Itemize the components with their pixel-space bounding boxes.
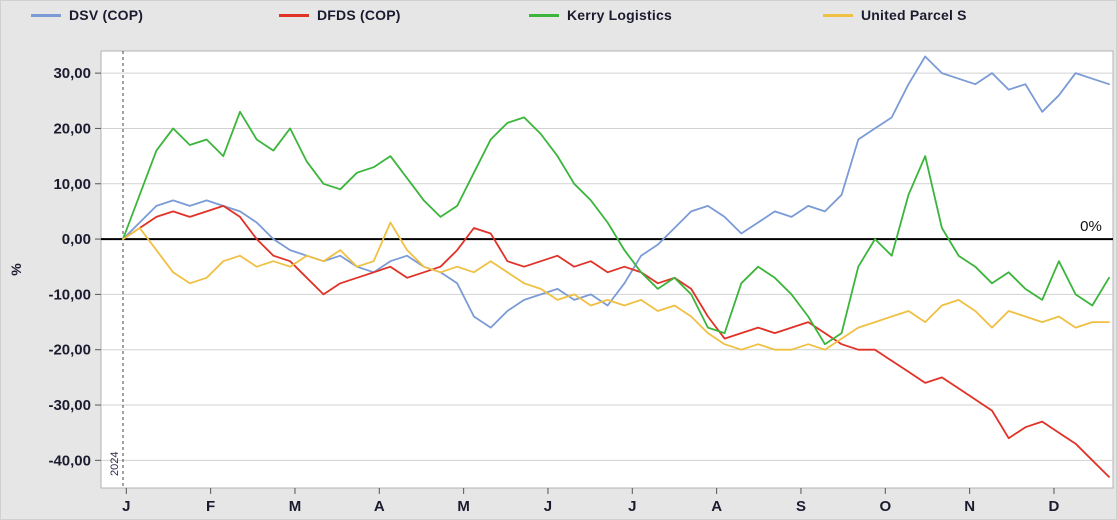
plot-area [100,50,1114,489]
x-tick-label-month: S [796,498,806,515]
year-label: 2024 [109,452,121,476]
x-tick-label-month: M [289,498,302,515]
legend-item-dsv-cop[interactable]: DSV (COP) [31,7,143,23]
y-tick-label: -30,00 [48,397,91,414]
x-tick-label-month: F [206,498,215,515]
legend-label: Kerry Logistics [567,7,672,23]
x-tick-label-month: A [711,498,722,515]
legend-line-swatch [31,13,61,17]
x-tick-label-month: M [457,498,470,515]
y-tick-label: -20,00 [48,342,91,359]
y-tick-label: 0,00 [62,231,91,248]
x-tick-label-month: O [879,498,891,515]
legend-line-swatch [529,13,559,17]
zero-percent-label: 0% [1080,218,1102,235]
y-axis-title: % [8,263,24,276]
x-tick-label-month: A [374,498,385,515]
legend-item-dfds-cop[interactable]: DFDS (COP) [279,7,401,23]
x-tick-label-month: J [544,498,552,515]
y-tick-label: 20,00 [53,120,91,137]
series-line-kerry-logistics [122,110,1110,346]
y-tick-label: 10,00 [53,176,91,193]
series-line-dfds-cop [122,204,1110,478]
legend-line-swatch [823,13,853,17]
series-line-united-parcel-s [122,221,1110,351]
legend-label: United Parcel S [861,7,967,23]
x-tick-label-month: J [628,498,636,515]
series-line-dsv-cop [122,55,1110,329]
y-tick-label: -10,00 [48,286,91,303]
legend-label: DSV (COP) [69,7,144,23]
x-tick-label-month: N [964,498,975,515]
x-tick-label-month: D [1049,498,1060,515]
legend-item-united-parcel-s[interactable]: United Parcel S [823,7,967,23]
x-tick-label-month: J [122,498,130,515]
y-tick-label: -40,00 [48,452,91,469]
legend-item-kerry-logistics[interactable]: Kerry Logistics [529,7,672,23]
legend-label: DFDS (COP) [317,7,401,23]
y-tick-label: 30,00 [53,65,91,82]
legend-line-swatch [279,13,309,17]
chart-legend: DSV (COP) DFDS (COP) Kerry Logistics United… [1,7,1116,33]
